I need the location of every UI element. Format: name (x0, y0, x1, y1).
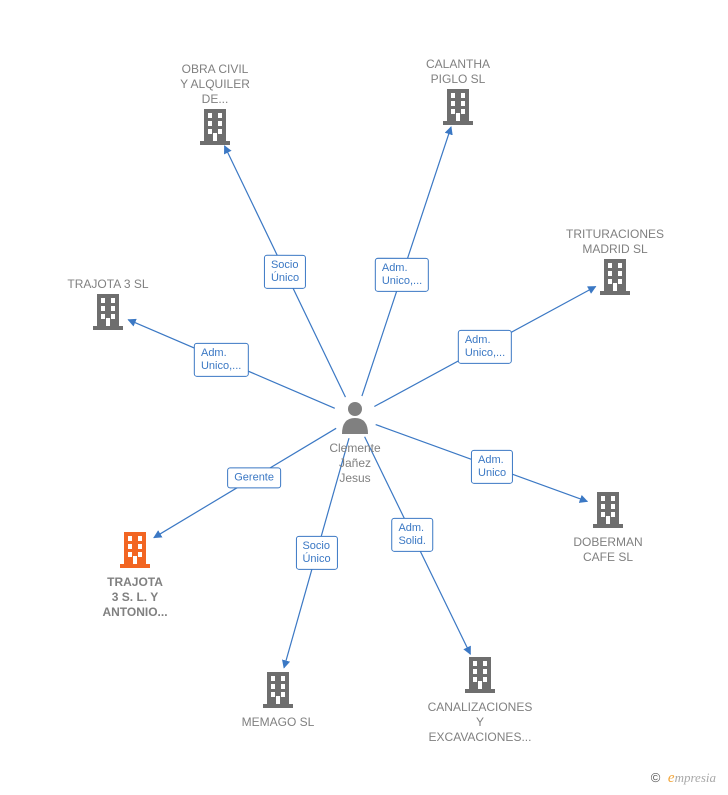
edge-canal (365, 437, 471, 654)
edge-traj3a (154, 428, 336, 537)
edge-traj3 (128, 320, 335, 409)
edge-trit (374, 286, 595, 406)
edge-cal (362, 127, 451, 396)
brand-rest: mpresia (675, 770, 716, 785)
edge-dob (376, 425, 588, 502)
brand-initial: e (668, 770, 675, 786)
copyright-symbol: © (651, 770, 661, 785)
edge-mem (284, 438, 349, 668)
network-diagram (0, 0, 728, 795)
footer-attribution: © empresia (651, 770, 716, 787)
edge-obra (225, 146, 346, 397)
